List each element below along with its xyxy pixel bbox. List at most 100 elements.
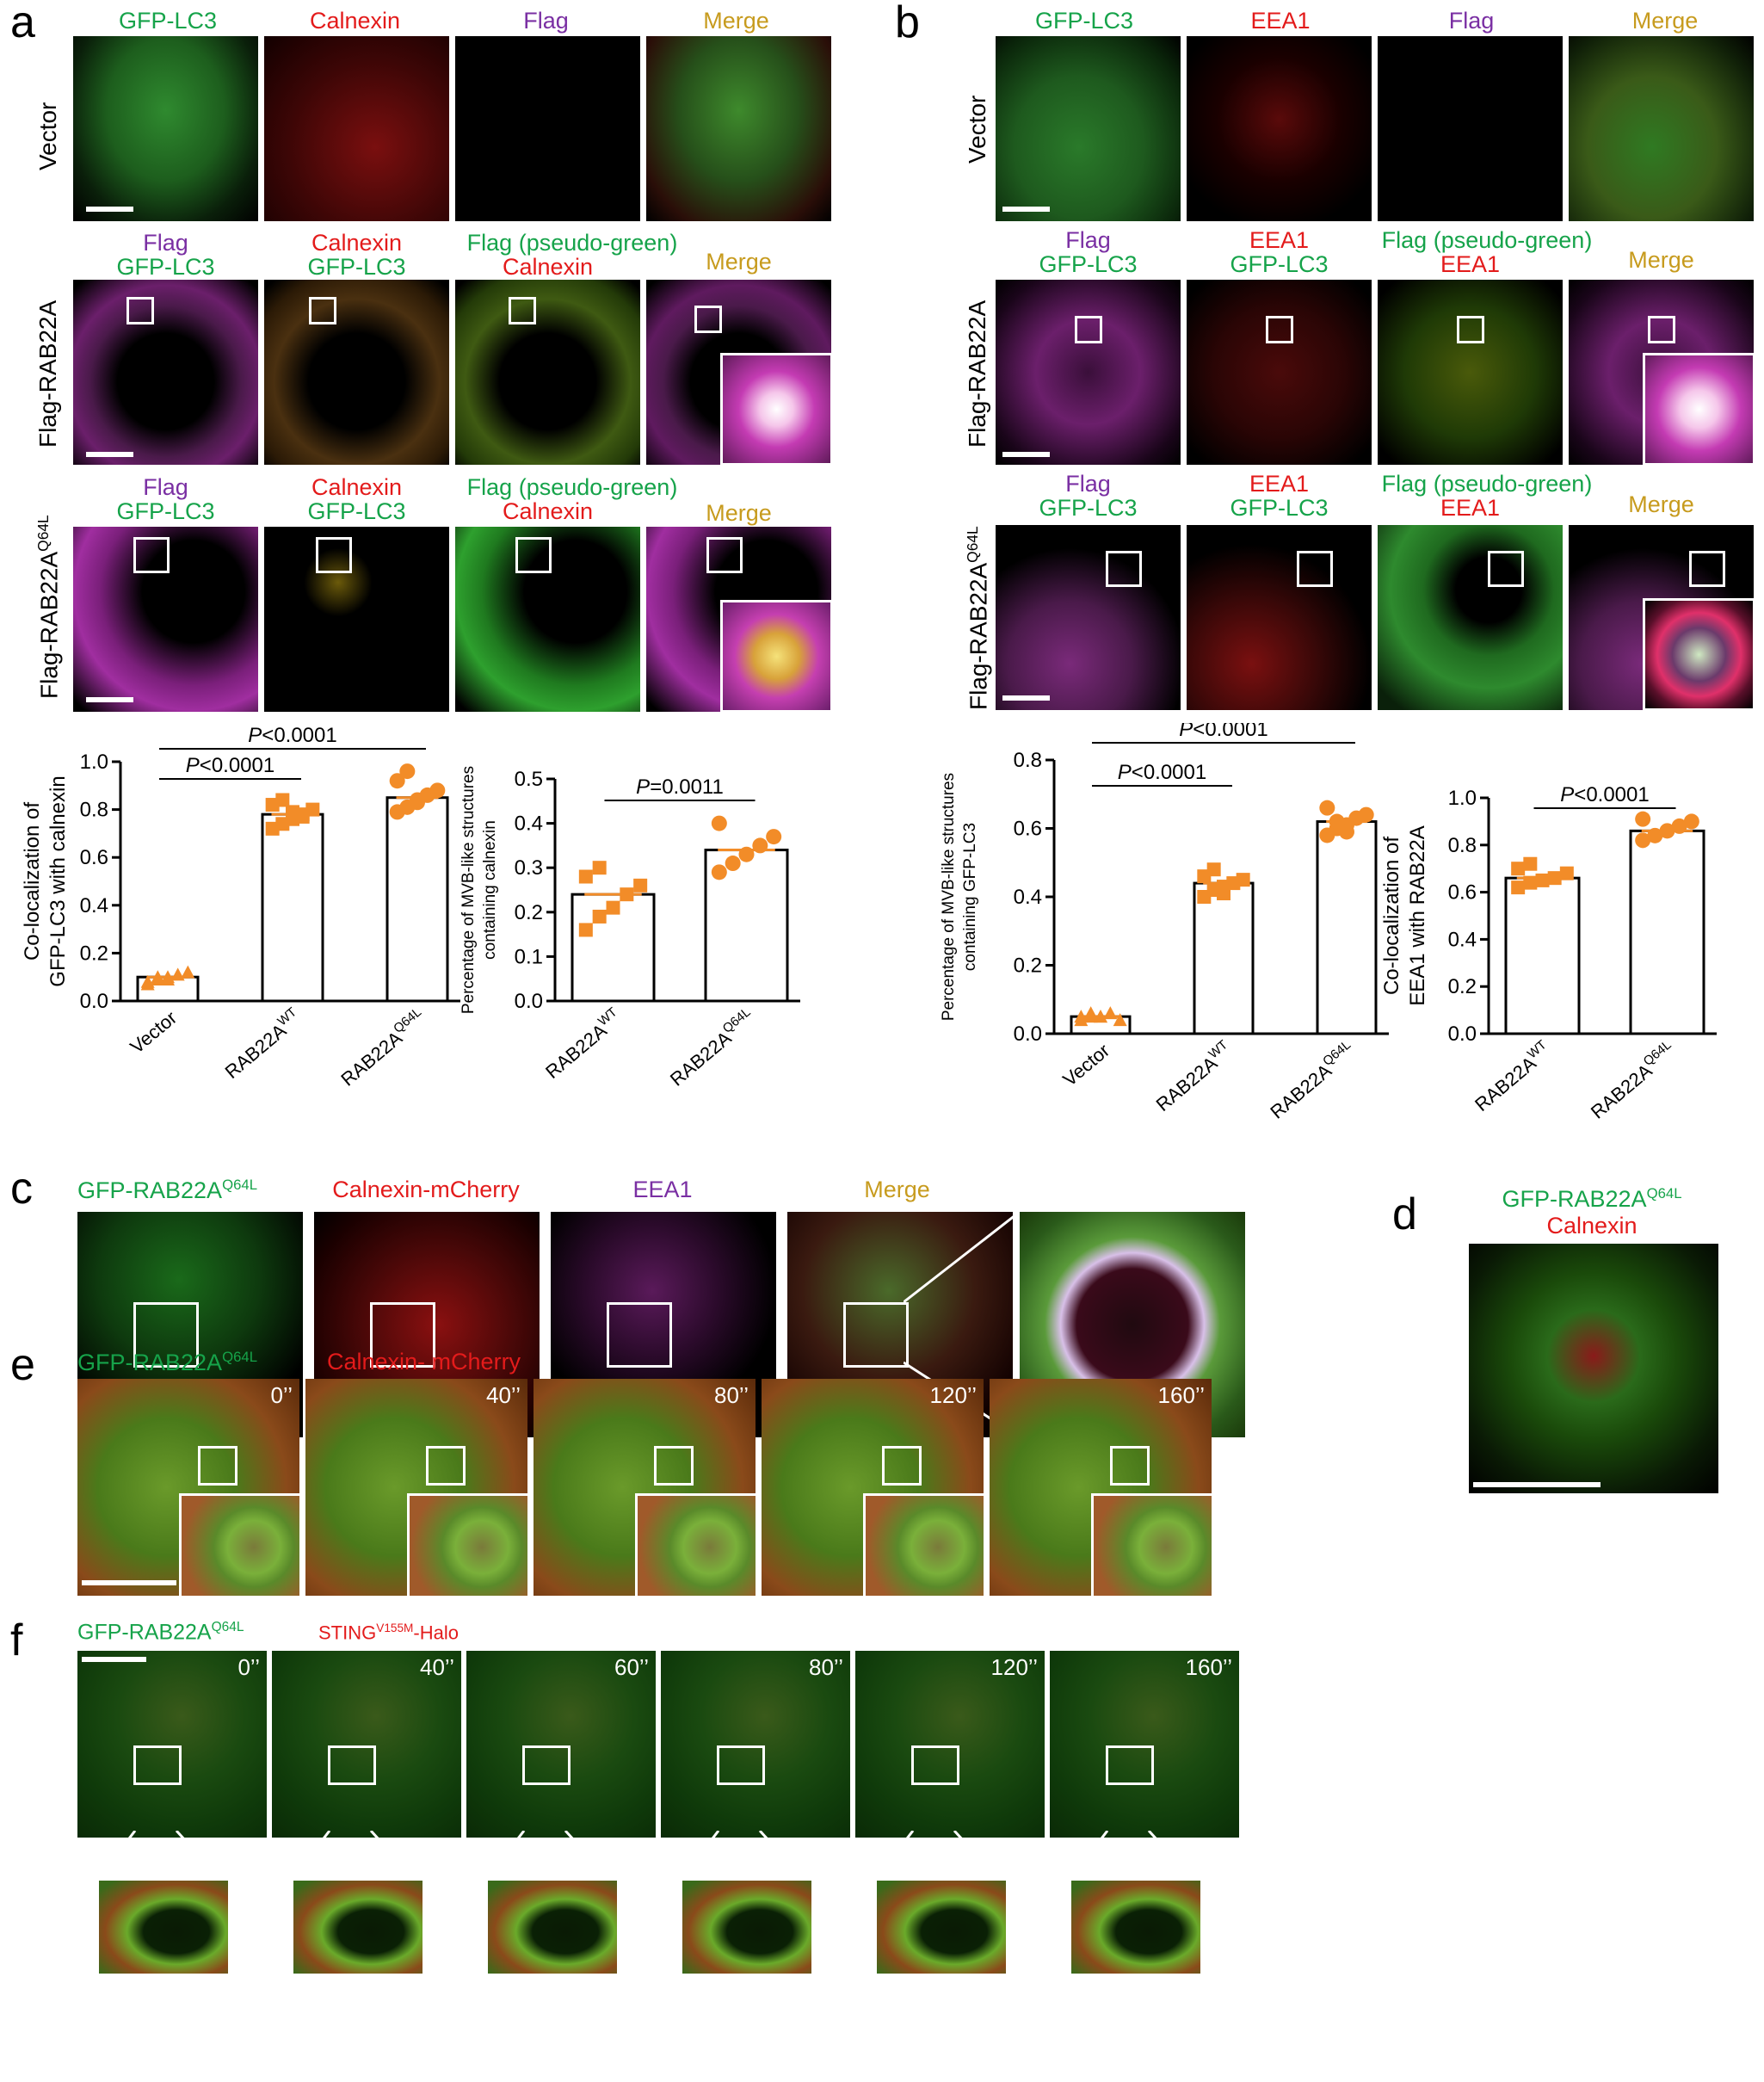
b-vector-flag-image bbox=[1378, 36, 1563, 221]
b-header-eea1: EEA1 bbox=[1250, 8, 1311, 34]
data-point bbox=[161, 972, 175, 985]
data-point bbox=[1511, 862, 1526, 876]
b-header-merge: Merge bbox=[1631, 8, 1699, 34]
a-vector-calnexin-image bbox=[264, 36, 449, 221]
scale-bar bbox=[1002, 207, 1050, 212]
bar bbox=[1316, 820, 1378, 1035]
b-header-flag: Flag bbox=[1448, 8, 1495, 34]
data-point bbox=[606, 900, 620, 915]
a-q64l-pseudo-image bbox=[455, 527, 640, 712]
zoom-box bbox=[522, 1745, 571, 1785]
data-point bbox=[725, 856, 741, 872]
b-rab22a-pseudo-image bbox=[1378, 280, 1563, 465]
f-zoom-inset bbox=[682, 1881, 811, 1974]
y-tick-label: 0.0 bbox=[1448, 1022, 1477, 1046]
a-r3-h2a: Calnexin bbox=[311, 474, 403, 500]
zoom-box bbox=[1106, 1745, 1154, 1785]
y-axis-label: EEA1 with RAB22A bbox=[1406, 825, 1429, 1005]
a-rab22a-flag-image bbox=[73, 280, 258, 465]
y-axis-label: Percentage of MVB-like structures bbox=[460, 766, 478, 1014]
data-point bbox=[578, 923, 593, 937]
a-header-merge: Merge bbox=[703, 8, 769, 34]
data-point bbox=[181, 965, 195, 979]
timestamp: 160’’ bbox=[1157, 1382, 1205, 1408]
timestamp: 40’’ bbox=[419, 1654, 454, 1680]
data-point bbox=[1535, 873, 1550, 887]
panel-letter-c: c bbox=[10, 1164, 33, 1214]
data-point bbox=[1236, 873, 1250, 887]
p-value-label: P<0.0001 bbox=[1179, 723, 1267, 741]
zoom-box bbox=[426, 1446, 466, 1486]
panel-letter-b: b bbox=[895, 0, 920, 47]
a-row-label-rab22a-q64l: Flag-RAB22AQ64L bbox=[34, 515, 63, 699]
data-point bbox=[1511, 880, 1526, 895]
f-zoom-inset bbox=[99, 1881, 228, 1974]
zoom-box bbox=[882, 1446, 922, 1486]
f-zoom-inset bbox=[877, 1881, 1006, 1974]
b-rab22a-merge-image bbox=[1569, 280, 1754, 465]
x-tick-label: RAB22AQ64L bbox=[1264, 1037, 1360, 1122]
x-tick-label: Vector bbox=[126, 1007, 181, 1058]
p-value-label: P=0.0011 bbox=[636, 775, 724, 799]
b-q64l-eea1-image bbox=[1187, 525, 1372, 710]
e-frame-4: 160’’ bbox=[990, 1379, 1212, 1596]
c-header-merge: Merge bbox=[864, 1177, 930, 1202]
a-r3-h3a: Flag (pseudo-green) bbox=[466, 474, 678, 500]
zoom-box bbox=[133, 1745, 182, 1785]
e-header-gfp-rab22a: GFP-RAB22AQ64L bbox=[77, 1349, 257, 1375]
b-r2-h3a: Flag (pseudo-green) bbox=[1381, 227, 1593, 253]
data-point bbox=[592, 861, 607, 875]
timestamp: 120’’ bbox=[929, 1382, 977, 1408]
a-rab22a-pseudo-image bbox=[455, 280, 640, 465]
a-r2-h4: Merge bbox=[706, 249, 772, 275]
x-tick-label: RAB22AQ64L bbox=[335, 1004, 430, 1090]
data-point bbox=[1217, 887, 1230, 901]
y-tick-label: 0.4 bbox=[1448, 928, 1477, 951]
y-tick-label: 0.6 bbox=[1448, 881, 1477, 905]
scale-bar bbox=[1002, 695, 1050, 701]
scale-bar bbox=[86, 452, 133, 457]
a-r3-h3b: Calnexin bbox=[502, 498, 594, 524]
data-point bbox=[1635, 832, 1651, 849]
data-point bbox=[1683, 813, 1699, 830]
f-zoom-connector bbox=[97, 1831, 221, 1880]
a-r2-h1a: Flag bbox=[143, 230, 188, 256]
b-vector-eea1-image bbox=[1187, 36, 1372, 221]
y-tick-label: 0.0 bbox=[515, 990, 543, 1013]
y-axis-label: Co-localization of bbox=[21, 802, 44, 961]
e-zoom-inset bbox=[179, 1493, 299, 1596]
timestamp: 120’’ bbox=[990, 1654, 1038, 1680]
e-header-calnexin-mcherry: Calnexin- mCherry bbox=[327, 1349, 521, 1375]
f-zoom-inset bbox=[293, 1881, 422, 1974]
bar bbox=[261, 812, 324, 1003]
data-point bbox=[389, 773, 405, 789]
y-axis-label: containing calnexin bbox=[481, 820, 499, 960]
a-r3-h1b: GFP-LC3 bbox=[116, 498, 215, 524]
f-zoom-connector bbox=[292, 1831, 416, 1880]
b-r3-h3b: EEA1 bbox=[1440, 495, 1501, 521]
scale-bar bbox=[82, 1657, 146, 1662]
y-tick-label: 0.4 bbox=[1014, 886, 1042, 909]
b-row-label-vector: Vector bbox=[964, 95, 990, 164]
a-r3-h1a: Flag bbox=[143, 474, 188, 500]
a-rab22a-calnexin-image bbox=[264, 280, 449, 465]
y-axis-label: Percentage of MVB-like structures bbox=[940, 773, 958, 1021]
a-header-flag: Flag bbox=[523, 8, 569, 34]
b-r2-h4: Merge bbox=[1628, 247, 1694, 273]
a-r2-h2a: Calnexin bbox=[311, 230, 403, 256]
panel-letter-f: f bbox=[10, 1616, 23, 1665]
timestamp: 0’’ bbox=[237, 1654, 260, 1680]
x-tick-label: RAB22AWT bbox=[540, 1004, 626, 1083]
b-r2-h3b: EEA1 bbox=[1440, 251, 1501, 277]
a-header-calnexin: Calnexin bbox=[309, 8, 401, 34]
f-zoom-connector bbox=[1070, 1831, 1193, 1880]
b-q64l-flag-image bbox=[996, 525, 1181, 710]
e-zoom-inset bbox=[1091, 1493, 1212, 1596]
data-point bbox=[1339, 824, 1354, 840]
b-r2-h2b: GFP-LC3 bbox=[1230, 251, 1329, 277]
zoom-box bbox=[198, 1446, 237, 1486]
d-header-gfp-rab22a: GFP-RAB22AQ64L bbox=[1502, 1185, 1682, 1212]
b-r3-h3a: Flag (pseudo-green) bbox=[1381, 471, 1593, 497]
b-r3-h2a: EEA1 bbox=[1249, 471, 1310, 497]
data-point bbox=[1635, 811, 1651, 827]
